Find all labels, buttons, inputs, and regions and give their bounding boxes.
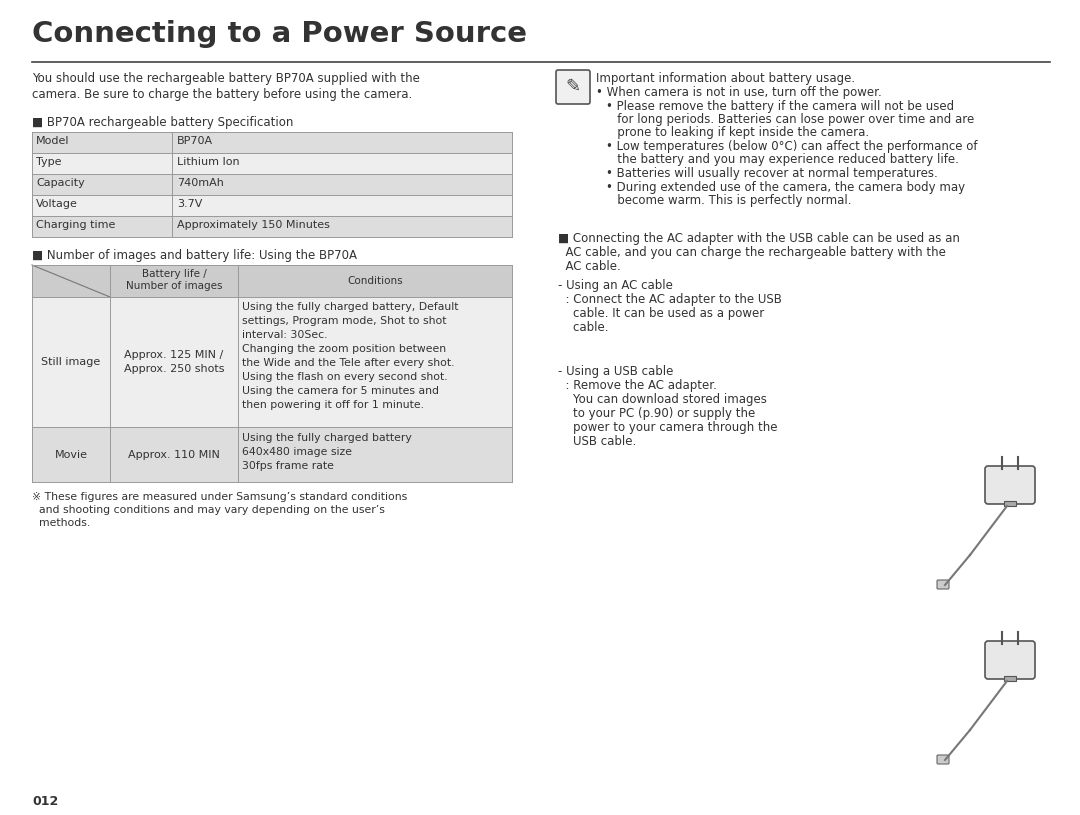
Text: ■ Connecting the AC adapter with the USB cable can be used as an: ■ Connecting the AC adapter with the USB…	[558, 232, 960, 245]
Text: Approx. 110 MIN: Approx. 110 MIN	[129, 450, 220, 460]
Text: Movie: Movie	[54, 450, 87, 460]
Text: You can download stored images: You can download stored images	[558, 393, 767, 406]
Text: - Using a USB cable: - Using a USB cable	[558, 365, 673, 378]
Bar	[1004, 501, 1016, 506]
Text: BP70A: BP70A	[177, 136, 213, 146]
Text: Connecting to a Power Source: Connecting to a Power Source	[32, 20, 527, 48]
Bar	[32, 216, 512, 237]
Text: : Remove the AC adapter.: : Remove the AC adapter.	[558, 379, 717, 392]
Text: Still image: Still image	[41, 357, 100, 367]
Text: Type: Type	[36, 157, 62, 167]
Text: to your PC (p.90) or supply the: to your PC (p.90) or supply the	[558, 407, 755, 420]
Bar	[32, 174, 512, 195]
Text: USB cable.: USB cable.	[558, 435, 636, 448]
Text: Changing the zoom position between: Changing the zoom position between	[242, 344, 446, 354]
Text: • During extended use of the camera, the camera body may: • During extended use of the camera, the…	[606, 181, 966, 194]
Text: the Wide and the Tele after every shot.: the Wide and the Tele after every shot.	[242, 358, 455, 368]
Text: Lithium Ion: Lithium Ion	[177, 157, 240, 167]
Text: then powering it off for 1 minute.: then powering it off for 1 minute.	[242, 400, 424, 410]
Bar	[32, 132, 512, 153]
Text: Approx. 125 MIN /
Approx. 250 shots: Approx. 125 MIN / Approx. 250 shots	[124, 350, 225, 374]
Text: Voltage: Voltage	[36, 199, 78, 209]
Bar	[32, 297, 512, 427]
Text: • Low temperatures (below 0°C) can affect the performance of: • Low temperatures (below 0°C) can affec…	[606, 140, 977, 153]
Text: prone to leaking if kept inside the camera.: prone to leaking if kept inside the came…	[606, 126, 869, 139]
Text: • Please remove the battery if the camera will not be used: • Please remove the battery if the camer…	[606, 100, 954, 113]
Text: Using the flash on every second shot.: Using the flash on every second shot.	[242, 372, 447, 382]
Text: methods.: methods.	[32, 518, 91, 528]
Text: • When camera is not in use, turn off the power.: • When camera is not in use, turn off th…	[596, 86, 881, 99]
Text: power to your camera through the: power to your camera through the	[558, 421, 778, 434]
Text: Approximately 150 Minutes: Approximately 150 Minutes	[177, 220, 329, 230]
Text: and shooting conditions and may vary depending on the user’s: and shooting conditions and may vary dep…	[32, 505, 384, 515]
Text: AC cable, and you can charge the rechargeable battery with the: AC cable, and you can charge the recharg…	[558, 246, 946, 259]
FancyBboxPatch shape	[937, 580, 949, 589]
Text: 740mAh: 740mAh	[177, 178, 224, 188]
Text: 640x480 image size: 640x480 image size	[242, 447, 352, 457]
Text: Using the camera for 5 minutes and: Using the camera for 5 minutes and	[242, 386, 438, 396]
Text: 012: 012	[32, 795, 58, 808]
Text: ✎: ✎	[566, 78, 581, 96]
Bar	[1004, 676, 1016, 681]
Text: ※ These figures are measured under Samsung’s standard conditions: ※ These figures are measured under Samsu…	[32, 492, 407, 502]
Text: 30fps frame rate: 30fps frame rate	[242, 461, 334, 471]
Text: ■ BP70A rechargeable battery Specification: ■ BP70A rechargeable battery Specificati…	[32, 116, 294, 129]
Text: camera. Be sure to charge the battery before using the camera.: camera. Be sure to charge the battery be…	[32, 88, 413, 101]
Text: Charging time: Charging time	[36, 220, 116, 230]
Text: Using the fully charged battery: Using the fully charged battery	[242, 433, 411, 443]
Text: Battery life /
Number of images: Battery life / Number of images	[125, 269, 222, 292]
Text: cable. It can be used as a power: cable. It can be used as a power	[558, 307, 765, 320]
FancyBboxPatch shape	[556, 70, 590, 104]
Text: settings, Program mode, Shot to shot: settings, Program mode, Shot to shot	[242, 316, 446, 326]
Text: Using the fully charged battery, Default: Using the fully charged battery, Default	[242, 302, 459, 312]
Text: become warm. This is perfectly normal.: become warm. This is perfectly normal.	[606, 194, 851, 207]
Text: Capacity: Capacity	[36, 178, 84, 188]
Bar	[32, 153, 512, 174]
Text: interval: 30Sec.: interval: 30Sec.	[242, 330, 327, 340]
Text: cable.: cable.	[558, 321, 608, 334]
Bar	[32, 265, 512, 297]
Bar	[32, 195, 512, 216]
Bar	[32, 427, 512, 482]
Text: Conditions: Conditions	[347, 276, 403, 286]
Text: the battery and you may experience reduced battery life.: the battery and you may experience reduc…	[606, 153, 959, 166]
FancyBboxPatch shape	[985, 641, 1035, 679]
Text: Important information about battery usage.: Important information about battery usag…	[596, 72, 855, 85]
Text: : Connect the AC adapter to the USB: : Connect the AC adapter to the USB	[558, 293, 782, 306]
Text: for long periods. Batteries can lose power over time and are: for long periods. Batteries can lose pow…	[606, 113, 974, 126]
Text: ■ Number of images and battery life: Using the BP70A: ■ Number of images and battery life: Usi…	[32, 249, 357, 262]
Text: Model: Model	[36, 136, 69, 146]
Text: You should use the rechargeable battery BP70A supplied with the: You should use the rechargeable battery …	[32, 72, 420, 85]
Text: • Batteries will usually recover at normal temperatures.: • Batteries will usually recover at norm…	[606, 167, 937, 180]
Text: AC cable.: AC cable.	[558, 260, 621, 273]
Text: 3.7V: 3.7V	[177, 199, 202, 209]
FancyBboxPatch shape	[937, 755, 949, 764]
FancyBboxPatch shape	[985, 466, 1035, 504]
Text: - Using an AC cable: - Using an AC cable	[558, 279, 673, 292]
